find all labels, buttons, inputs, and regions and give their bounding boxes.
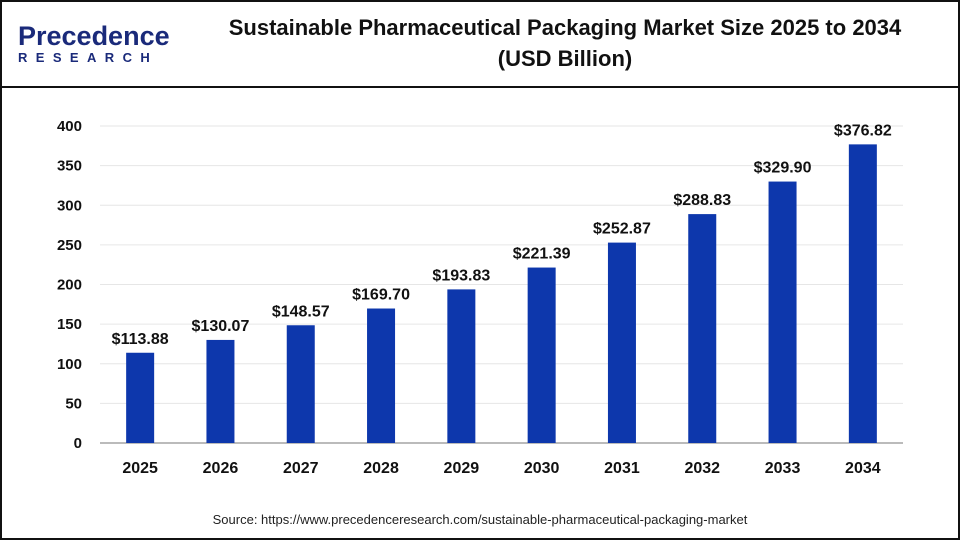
y-tick-label: 250 [57,237,82,254]
data-label: $376.82 [834,122,892,139]
x-tick-label: 2029 [444,460,480,477]
x-tick-label: 2033 [765,460,801,477]
logo: Precedence RESEARCH [18,22,170,65]
y-tick-label: 400 [57,118,82,135]
data-label: $252.87 [593,221,651,238]
bar [607,242,636,443]
data-label: $221.39 [513,246,571,263]
header-divider [0,86,960,88]
y-tick-label: 200 [57,277,82,294]
bar [848,144,877,443]
y-tick-label: 350 [57,158,82,175]
data-label: $288.83 [673,192,731,209]
data-label: $130.07 [192,318,250,335]
subtitle-line: (USD Billion) [497,46,633,71]
chart-title: Sustainable Pharmaceutical Packaging Mar… [180,12,950,74]
logo-line1: Precedence [18,21,170,51]
y-tick-label: 50 [65,395,82,412]
data-label: $113.88 [112,331,169,348]
title-line: Sustainable Pharmaceutical Packaging Mar… [228,15,902,40]
x-tick-label: 2030 [524,460,560,477]
bar [447,289,476,443]
bar [688,214,717,443]
bar [126,352,155,443]
x-tick-label: 2026 [203,460,239,477]
x-tick-label: 2032 [684,460,720,477]
data-label: $148.57 [272,303,330,320]
y-tick-label: 0 [74,435,82,452]
y-tick-label: 100 [57,356,82,373]
y-tick-label: 300 [57,197,82,214]
bar [768,181,797,443]
bar [286,325,315,443]
x-tick-label: 2027 [283,460,319,477]
x-tick-label: 2028 [363,460,399,477]
source-note: Source: https://www.precedenceresearch.c… [212,512,748,527]
x-tick-label: 2025 [122,460,158,477]
data-label: $169.70 [352,287,410,304]
bar [367,308,396,443]
x-tick-label: 2031 [604,460,640,477]
x-tick-label: 2034 [845,460,881,477]
bar [206,339,235,443]
data-label: $329.90 [754,160,812,177]
y-tick-label: 150 [57,316,82,333]
data-label: $193.83 [432,267,490,284]
bar [527,267,556,443]
logo-line2: RESEARCH [18,50,159,65]
